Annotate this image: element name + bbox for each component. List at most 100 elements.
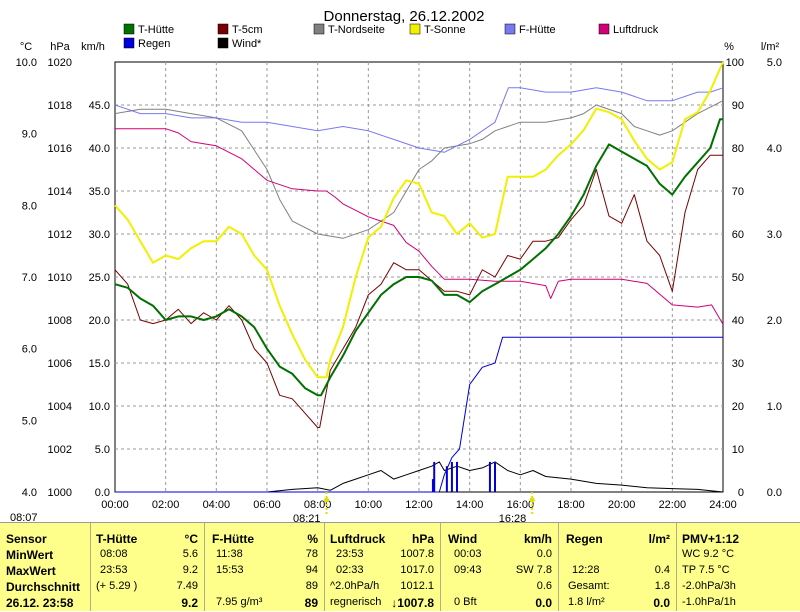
x-tick: 20:00: [608, 499, 636, 511]
temp-tick: 7.0: [22, 272, 37, 284]
wind-tick: 40.0: [89, 143, 110, 155]
series-t-h-tte: [114, 118, 723, 397]
legend-label: Regen: [138, 38, 170, 50]
legend-swatch: [123, 23, 135, 35]
l-current: ↓1007.8: [391, 596, 434, 610]
f-current-note: 7.95 g/m³: [216, 596, 263, 608]
temp-tick: 5.0: [22, 415, 37, 427]
f-avg: 89: [305, 580, 318, 592]
time-marker-dot: [324, 497, 330, 503]
pmv-1h: -1.0hPa/1h: [682, 596, 736, 608]
hdr-sensor: Sensor: [6, 532, 47, 546]
timestamp-label: 08:07: [10, 512, 38, 522]
hdr-wind: Wind: [448, 532, 478, 546]
col-regen: Regen l/m² 12:28 0.4 Gesamt: 1.8 1.8 l/m² 0.…: [558, 523, 677, 611]
l-current-note: regnerisch: [330, 596, 382, 608]
hdr-f-huette: F-Hütte: [212, 532, 254, 546]
t-current: 9.2: [181, 596, 198, 610]
wind-tick: 15.0: [89, 358, 110, 370]
legend-label: F-Hütte: [519, 24, 556, 36]
legend-label: Luftdruck: [613, 24, 659, 36]
hdr-luftdruck: Luftdruck: [330, 532, 386, 546]
legend-label: T-Sonne: [424, 24, 466, 36]
pressure-tick: 1004: [48, 401, 72, 413]
col-pmv: PMV+1:12 WC 9.2 °C TP 7.5 °C -2.0hPa/3h …: [676, 523, 799, 611]
wind-tick: 0.0: [95, 487, 110, 499]
humidity-tick: 90: [732, 100, 744, 112]
f-max-time: 15:53: [216, 564, 244, 576]
pmv-3h: -2.0hPa/3h: [682, 580, 736, 592]
series-wind-: [115, 461, 724, 493]
col-wind: Wind km/h 00:03 0.0 09:43 SW 7.8 0.6 0 Bft 0…: [440, 523, 559, 611]
humidity-tick: 50: [732, 272, 744, 284]
pressure-tick: 1002: [48, 444, 72, 456]
col-luftdruck: Luftdruck hPa 23:53 1007.8 02:33 1017.0 ^2.…: [324, 523, 441, 611]
legend-swatch: [313, 23, 325, 35]
pressure-tick: 1012: [48, 229, 72, 241]
humidity-tick: 80: [732, 143, 744, 155]
series-t-5cm: [114, 154, 723, 428]
hdr-f-unit: %: [307, 532, 318, 546]
axis-unit: °C: [20, 41, 32, 53]
pressure-tick: 1008: [48, 315, 72, 327]
f-current: 89: [304, 596, 318, 610]
w-current-note: 0 Bft: [454, 596, 477, 608]
time-markers: 08:21 16:28: [293, 492, 535, 522]
humidity-tick: 20: [732, 401, 744, 413]
legend: T-Hütte T-5cm T-Nordseite T-Sonne F-Hütte Luf…: [123, 23, 659, 50]
rain-tick: 4.0: [767, 143, 782, 155]
statistics-table: Sensor MinWert MaxWert Durchschnitt 26.1…: [0, 522, 800, 611]
hdr-pmv: PMV+1:12: [682, 532, 740, 546]
t-min: 5.6: [182, 548, 198, 560]
pressure-tick: 1020: [48, 57, 72, 69]
pressure-tick: 1016: [48, 143, 72, 155]
x-tick: 06:00: [253, 499, 281, 511]
series-luftdruck: [115, 128, 724, 325]
legend-label: T-Nordseite: [328, 24, 385, 36]
humidity-tick: 40: [732, 315, 744, 327]
l-max-time: 02:33: [336, 564, 364, 576]
wind-tick: 30.0: [89, 229, 110, 241]
x-tick: 16:00: [507, 499, 535, 511]
hdr-regen: Regen: [566, 532, 603, 546]
wind-tick: 35.0: [89, 186, 110, 198]
f-min-time: 11:38: [216, 548, 243, 560]
wind-tick: 5.0: [95, 444, 110, 456]
temp-tick: 6.0: [22, 344, 37, 356]
humidity-tick: 0: [738, 487, 744, 499]
legend-swatch: [217, 37, 229, 49]
r-max-time: 12:28: [572, 564, 600, 576]
col-sensor: Sensor MinWert MaxWert Durchschnitt 26.1…: [0, 523, 91, 611]
pressure-tick: 1006: [48, 358, 72, 370]
grid-lines: [115, 62, 723, 492]
rain-tick: 5.0: [767, 57, 782, 69]
pressure-tick: 1010: [48, 272, 72, 284]
w-max: SW 7.8: [515, 564, 552, 576]
col-f-huette: F-Hütte% 11:38 78 15:53 94 89 7.95 g/m³ 89: [204, 523, 325, 611]
legend-swatch: [123, 37, 135, 49]
l-min: 1007.8: [400, 548, 434, 560]
r-current-note: 1.8 l/m²: [568, 596, 605, 608]
r-current: 0.0: [653, 596, 670, 610]
pmv-wc: WC 9.2 °C: [682, 548, 735, 560]
col-t-huette: T-Hütte °C 08:08 5.6 23:53 9.2 (+ 5.29 ) 7.4…: [90, 523, 205, 611]
r-avg-note: Gesamt:: [568, 580, 610, 592]
x-tick: 14:00: [456, 499, 484, 511]
temp-tick: 10.0: [16, 57, 37, 69]
weather-chart: Donnerstag, 26.12.2002 T-Hütte T-5cm T-Nor…: [10, 8, 782, 522]
l-avg: 1012.1: [400, 580, 434, 592]
l-max: 1017.0: [400, 564, 434, 576]
w-min-time: 00:03: [454, 548, 482, 560]
humidity-tick: 10: [732, 444, 744, 456]
t-max: 9.2: [182, 564, 198, 576]
label-current: 26.12. 23:58: [6, 596, 74, 610]
wind-tick: 25.0: [89, 272, 110, 284]
hdr-t-huette: T-Hütte: [96, 532, 138, 546]
series-t-sonne: [114, 61, 724, 379]
temp-tick: 4.0: [22, 487, 37, 499]
chart-title: Donnerstag, 26.12.2002: [324, 8, 485, 25]
rain-tick: 1.0: [767, 401, 782, 413]
pmv-tp: TP 7.5 °C: [682, 564, 730, 576]
rain-tick: 3.0: [767, 229, 782, 241]
t-min-time: 08:08: [100, 548, 128, 560]
